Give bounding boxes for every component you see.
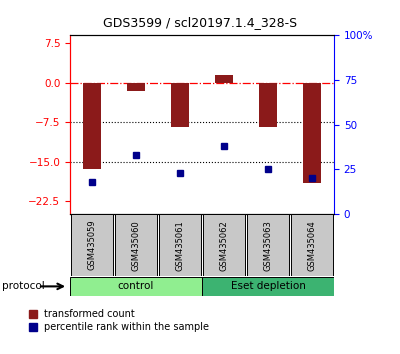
Legend: transformed count, percentile rank within the sample: transformed count, percentile rank withi…: [29, 309, 210, 332]
Text: Eset depletion: Eset depletion: [230, 281, 306, 291]
Bar: [291, 214, 333, 276]
Text: GSM435064: GSM435064: [308, 220, 316, 270]
Text: GSM435063: GSM435063: [264, 220, 272, 270]
Bar: [259, 83, 277, 127]
Bar: [303, 83, 321, 183]
Bar: [202, 277, 334, 296]
Bar: [159, 214, 201, 276]
Text: GDS3599 / scl20197.1.4_328-S: GDS3599 / scl20197.1.4_328-S: [103, 16, 297, 29]
Bar: [247, 214, 289, 276]
Bar: [115, 214, 157, 276]
Bar: [70, 277, 202, 296]
Bar: [127, 83, 145, 91]
Bar: [171, 83, 189, 127]
Bar: [83, 83, 101, 170]
Bar: [71, 214, 113, 276]
Text: GSM435061: GSM435061: [176, 220, 184, 270]
Text: control: control: [118, 281, 154, 291]
Bar: [215, 75, 233, 83]
Bar: [203, 214, 245, 276]
Text: GSM435060: GSM435060: [132, 220, 140, 270]
Text: GSM435059: GSM435059: [88, 220, 96, 270]
Text: protocol: protocol: [2, 281, 45, 291]
Text: GSM435062: GSM435062: [220, 220, 228, 270]
